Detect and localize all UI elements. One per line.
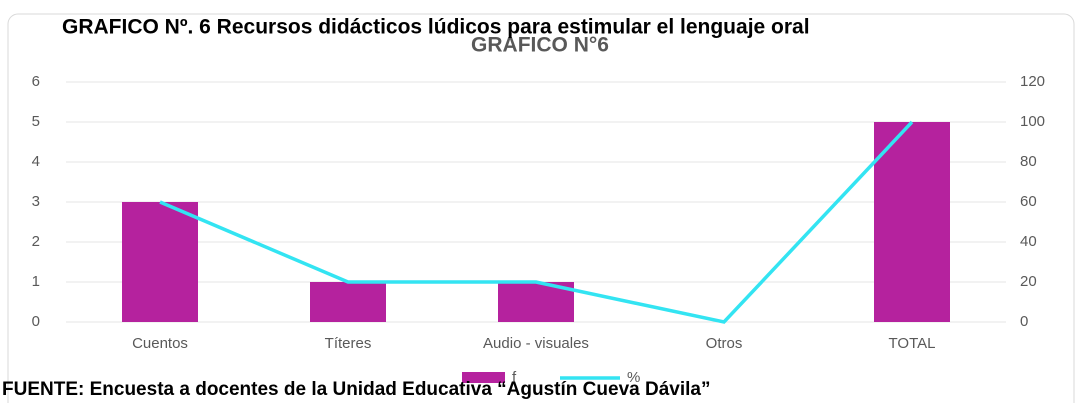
- y2-tick-label: 60: [1020, 193, 1037, 210]
- bar: [310, 282, 386, 322]
- y2-tick-label: 20: [1020, 273, 1037, 290]
- bar: [874, 122, 950, 322]
- legend-swatch: [462, 372, 505, 383]
- x-tick-label: Cuentos: [132, 335, 188, 352]
- chart-subtitle: GRAFICO N°6: [471, 34, 609, 57]
- source-note: FUENTE: Encuesta a docentes de la Unidad…: [2, 379, 710, 400]
- legend-label: f: [512, 369, 517, 386]
- legend-label: %: [627, 369, 640, 386]
- y-tick-label: 5: [32, 113, 40, 130]
- y-tick-label: 6: [32, 73, 40, 90]
- x-tick-label: Otros: [706, 335, 743, 352]
- x-tick-label: Audio - visuales: [483, 335, 589, 352]
- y2-tick-label: 100: [1020, 113, 1045, 130]
- y-tick-label: 4: [32, 153, 40, 170]
- y-tick-label: 0: [32, 313, 40, 330]
- y2-tick-label: 0: [1020, 313, 1028, 330]
- y2-tick-label: 80: [1020, 153, 1037, 170]
- y2-tick-label: 40: [1020, 233, 1037, 250]
- y-tick-label: 3: [32, 193, 40, 210]
- line: [159, 120, 914, 324]
- chart-frame: [7, 13, 1075, 403]
- x-tick-label: TOTAL: [889, 335, 936, 352]
- y-tick-label: 2: [32, 233, 40, 250]
- chart-title: GRAFICO Nº. 6 Recursos didácticos lúdico…: [62, 16, 810, 39]
- bar: [122, 202, 198, 322]
- y2-tick-label: 120: [1020, 73, 1045, 90]
- x-tick-label: Títeres: [325, 335, 372, 352]
- y-tick-label: 1: [32, 273, 40, 290]
